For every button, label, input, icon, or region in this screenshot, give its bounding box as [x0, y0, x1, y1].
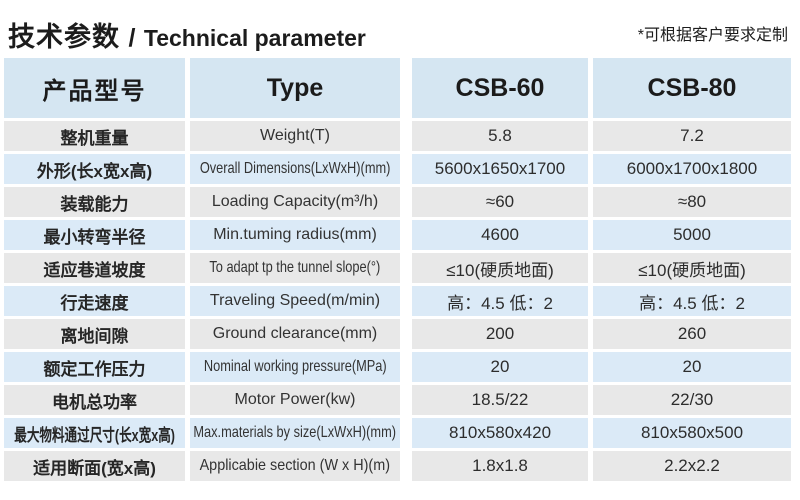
- value-csb80-cell: 6000x1700x1800: [593, 154, 791, 184]
- param-cn-cell: 整机重量: [4, 121, 185, 151]
- customization-note: *可根据客户要求定制: [637, 27, 788, 44]
- param-en-cell: Ground clearance(mm): [190, 319, 400, 349]
- title-bar: 技术参数 / Technical parameter *可根据客户要求定制: [0, 0, 800, 58]
- value-csb80-cell: 20: [593, 352, 791, 382]
- param-en-cell: To adapt tp the tunnel slope(°): [190, 253, 400, 283]
- value-csb60-cell: 18.5/22: [412, 385, 588, 415]
- value-csb80-cell: 5000: [593, 220, 791, 250]
- value-csb80-cell: 260: [593, 319, 791, 349]
- parameter-table: 产品型号 Type CSB-60 CSB-80 整机重量 Weight(T) 5…: [4, 58, 800, 481]
- param-en-cell: Nominal working pressure(MPa): [190, 352, 400, 382]
- value-csb60-cell: 4600: [412, 220, 588, 250]
- value-csb80-cell: 高：4.5 低：2: [593, 286, 791, 316]
- value-csb60-cell: 1.8x1.8: [412, 451, 588, 481]
- value-csb80-cell: 2.2x2.2: [593, 451, 791, 481]
- param-cn-cell: 最小转弯半径: [4, 220, 185, 250]
- param-cn-cell: 额定工作压力: [4, 352, 185, 382]
- value-csb80-cell: ≈80: [593, 187, 791, 217]
- header-product-model: 产品型号: [4, 58, 185, 118]
- value-csb60-cell: 20: [412, 352, 588, 382]
- param-en-cell: Min.tuming radius(mm): [190, 220, 400, 250]
- value-csb60-cell: 5600x1650x1700: [412, 154, 588, 184]
- param-cn-cell: 电机总功率: [4, 385, 185, 415]
- param-cn-cell: 行走速度: [4, 286, 185, 316]
- page-title: 技术参数 / Technical parameter: [8, 15, 366, 54]
- param-cn-cell: 外形(长x宽x高): [4, 154, 185, 184]
- value-csb60-cell: 200: [412, 319, 588, 349]
- value-csb60-cell: 5.8: [412, 121, 588, 151]
- param-en-cell: Weight(T): [190, 121, 400, 151]
- param-cn-cell: 最大物料通过尺寸(长x宽x高): [4, 418, 185, 448]
- param-cn-cell: 适应巷道坡度: [4, 253, 185, 283]
- header-csb-60: CSB-60: [412, 58, 588, 118]
- param-en-cell: Motor Power(kw): [190, 385, 400, 415]
- param-cn-cell: 离地间隙: [4, 319, 185, 349]
- param-en-cell: Max.materials by size(LxWxH)(mm): [190, 418, 400, 448]
- param-en-cell: Loading Capacity(m³/h): [190, 187, 400, 217]
- page-title-english: Technical parameter: [143, 24, 366, 51]
- value-csb60-cell: 高：4.5 低：2: [412, 286, 588, 316]
- value-csb60-cell: 810x580x420: [412, 418, 588, 448]
- value-csb60-cell: ≤10(硬质地面): [412, 253, 588, 283]
- value-csb80-cell: ≤10(硬质地面): [593, 253, 791, 283]
- param-cn-cell: 装载能力: [4, 187, 185, 217]
- param-en-cell: Applicabie section (W x H)(m): [190, 451, 400, 481]
- value-csb60-cell: ≈60: [412, 187, 588, 217]
- param-en-cell: Traveling Speed(m/min): [190, 286, 400, 316]
- header-type: Type: [190, 58, 400, 118]
- param-en-cell: Overall Dimensions(LxWxH)(mm): [190, 154, 400, 184]
- page-title-chinese: 技术参数: [8, 21, 120, 52]
- title-separator: /: [128, 23, 136, 52]
- header-csb-80: CSB-80: [593, 58, 791, 118]
- value-csb80-cell: 7.2: [593, 121, 791, 151]
- value-csb80-cell: 810x580x500: [593, 418, 791, 448]
- param-cn-cell: 适用断面(宽x高): [4, 451, 185, 481]
- value-csb80-cell: 22/30: [593, 385, 791, 415]
